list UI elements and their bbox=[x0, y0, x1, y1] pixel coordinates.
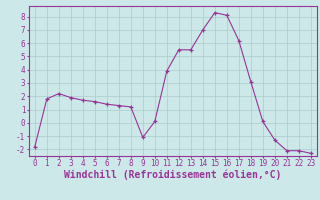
X-axis label: Windchill (Refroidissement éolien,°C): Windchill (Refroidissement éolien,°C) bbox=[64, 170, 282, 180]
